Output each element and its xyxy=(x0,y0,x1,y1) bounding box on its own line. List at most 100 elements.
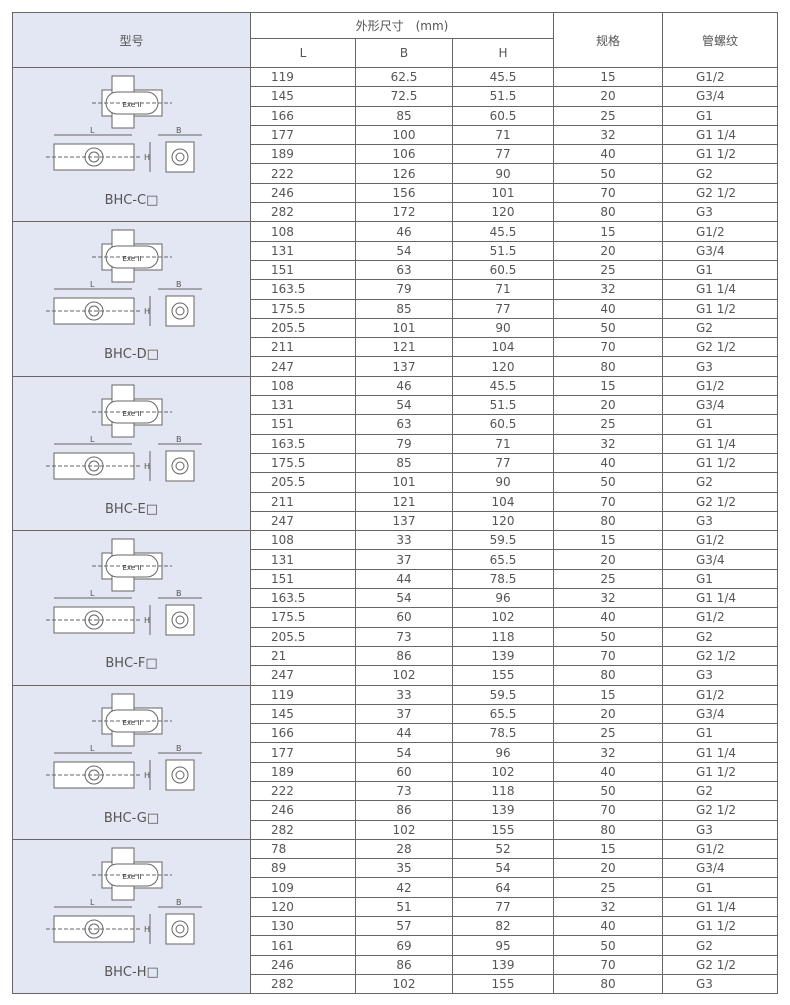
cell-b: 86 xyxy=(355,954,453,975)
cell-l: 108 xyxy=(250,530,356,551)
header-thread: 管螺纹 xyxy=(662,12,778,68)
fitting-drawing: Exe II L B H xyxy=(45,384,202,482)
table-row: 246 156 101 70 G2 1/2 xyxy=(13,182,778,204)
cell-spec: 40 xyxy=(553,452,663,474)
cell-l: 131 xyxy=(250,549,356,570)
cell-h: 52 xyxy=(452,838,554,860)
cell-l: 120 xyxy=(250,896,356,918)
cell-thread: G1/2 xyxy=(662,66,778,88)
cell-b: 33 xyxy=(355,684,453,705)
cell-l: 205.5 xyxy=(250,626,356,647)
cell-b: 101 xyxy=(355,317,453,339)
cell-spec: 15 xyxy=(553,66,663,88)
cell-thread: G3 xyxy=(662,510,778,532)
cell-l: 177 xyxy=(250,124,356,146)
cell-thread: G3/4 xyxy=(662,703,778,725)
cell-h: 120 xyxy=(452,356,554,377)
cell-thread: G3/4 xyxy=(662,240,778,261)
cell-thread: G2 xyxy=(662,780,778,802)
table-row: 131 54 51.5 20 G3/4 xyxy=(13,240,778,261)
cell-h: 45.5 xyxy=(452,375,554,397)
cell-l: 119 xyxy=(250,684,356,705)
cell-h: 155 xyxy=(452,665,554,686)
cell-h: 102 xyxy=(452,607,554,628)
cell-l: 163.5 xyxy=(250,588,356,609)
cell-b: 28 xyxy=(355,838,453,860)
cell-thread: G1 xyxy=(662,877,778,898)
cell-spec: 25 xyxy=(553,723,663,744)
cell-h: 102 xyxy=(452,761,554,782)
cell-thread: G1 xyxy=(662,723,778,744)
svg-text:L: L xyxy=(90,898,95,907)
cell-l: 222 xyxy=(250,163,356,184)
cell-h: 59.5 xyxy=(452,530,554,551)
cell-spec: 70 xyxy=(553,337,663,358)
svg-text:L: L xyxy=(90,589,95,598)
cell-spec: 32 xyxy=(553,433,663,454)
cell-thread: G1/2 xyxy=(662,375,778,397)
cell-spec: 40 xyxy=(553,144,663,165)
cell-thread: G3 xyxy=(662,356,778,377)
cell-h: 120 xyxy=(452,202,554,223)
cell-h: 45.5 xyxy=(452,221,554,242)
cell-spec: 50 xyxy=(553,935,663,956)
cell-h: 104 xyxy=(452,491,554,512)
cell-b: 44 xyxy=(355,723,453,744)
cell-b: 85 xyxy=(355,105,453,126)
cell-thread: G3 xyxy=(662,973,778,995)
table-row: 166 44 78.5 25 G1 xyxy=(13,723,778,744)
model-cell: Exe II L B H BHC-C□ xyxy=(12,66,251,223)
cell-b: 35 xyxy=(355,858,453,879)
table-row: 177 100 71 32 G1 1/4 xyxy=(13,124,778,146)
header-spec: 规格 xyxy=(553,12,663,68)
cell-spec: 20 xyxy=(553,86,663,107)
cell-thread: G1 1/4 xyxy=(662,588,778,609)
model-cell: Exe II L B H BHC-E□ xyxy=(12,375,251,532)
cell-l: 163.5 xyxy=(250,433,356,454)
cell-h: 155 xyxy=(452,973,554,995)
cell-h: 90 xyxy=(452,317,554,339)
model-cell: Exe II L B H BHC-F□ xyxy=(12,530,251,686)
fitting-drawing: Exe II L B H xyxy=(45,229,202,327)
cell-b: 72.5 xyxy=(355,86,453,107)
table-row: Exe II L B H BHC-F□ 108 33 59.5 15 G1/2 xyxy=(12,530,778,686)
cell-thread: G2 1/2 xyxy=(662,645,778,667)
cell-l: 175.5 xyxy=(250,452,356,474)
cell-b: 121 xyxy=(355,337,453,358)
cell-l: 166 xyxy=(250,105,356,126)
cell-spec: 20 xyxy=(553,549,663,570)
cell-h: 78.5 xyxy=(452,568,554,590)
cell-l: 247 xyxy=(250,356,356,377)
cell-thread: G3 xyxy=(662,665,778,686)
cell-l: 205.5 xyxy=(250,472,356,493)
cell-thread: G1 1/2 xyxy=(662,452,778,474)
cell-b: 73 xyxy=(355,780,453,802)
cell-thread: G1 1/4 xyxy=(662,433,778,454)
table-row: Exe II L B H BHC-D□ 108 46 45.5 15 G1/2 xyxy=(12,221,778,377)
cell-spec: 32 xyxy=(553,279,663,300)
svg-text:L: L xyxy=(90,435,95,444)
model-cell: Exe II L B H BHC-D□ xyxy=(12,221,251,377)
cell-spec: 80 xyxy=(553,819,663,840)
cell-h: 96 xyxy=(452,742,554,763)
cell-l: 78 xyxy=(250,838,356,860)
cell-h: 77 xyxy=(452,298,554,319)
cell-spec: 25 xyxy=(553,568,663,590)
table-row: 177 54 96 32 G1 1/4 xyxy=(13,742,778,763)
fitting-drawing: Exe II L B H xyxy=(45,693,202,790)
cell-thread: G1/2 xyxy=(662,838,778,860)
cell-l: 151 xyxy=(250,414,356,435)
cell-thread: G1 xyxy=(662,259,778,281)
cell-b: 79 xyxy=(355,279,453,300)
cell-h: 59.5 xyxy=(452,684,554,705)
cell-h: 71 xyxy=(452,124,554,146)
cell-h: 64 xyxy=(452,877,554,898)
table-row: 205.5 101 90 50 G2 xyxy=(13,317,778,339)
cell-h: 65.5 xyxy=(452,703,554,725)
cell-spec: 50 xyxy=(553,317,663,339)
cell-l: 161 xyxy=(250,935,356,956)
cell-spec: 50 xyxy=(553,780,663,802)
cell-l: 211 xyxy=(250,337,356,358)
cell-b: 102 xyxy=(355,665,453,686)
cell-b: 137 xyxy=(355,356,453,377)
